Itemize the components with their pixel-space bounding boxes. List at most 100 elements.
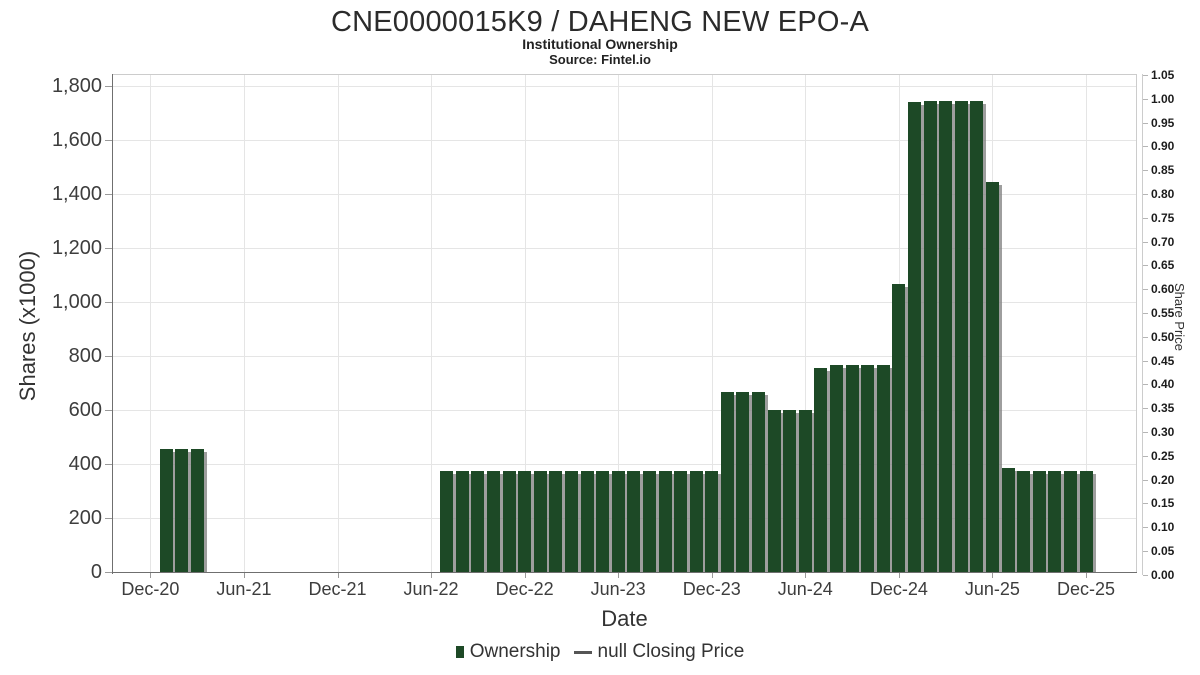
gridline-vertical (618, 75, 620, 572)
ownership-bar[interactable] (892, 283, 906, 572)
ownership-bar[interactable] (736, 392, 750, 572)
ownership-bar[interactable] (658, 470, 672, 572)
ownership-bar[interactable] (596, 470, 610, 572)
x-axis-tick-label: Dec-25 (1056, 579, 1115, 599)
left-axis-tick-label: 0 (90, 561, 102, 583)
ownership-bar[interactable] (830, 364, 843, 572)
x-axis-tick-label: Jun-24 (777, 579, 833, 599)
ownership-bar[interactable] (845, 364, 859, 572)
left-axis-tick (105, 356, 112, 357)
x-axis-tick (618, 573, 620, 578)
right-axis-tick (1143, 241, 1148, 243)
right-axis-tick (1143, 122, 1148, 124)
gridline-horizontal (113, 86, 1136, 87)
ownership-bar[interactable] (1032, 471, 1046, 572)
y-axis-title-share-price: Share Price (1172, 283, 1187, 351)
gridline-horizontal (113, 464, 1136, 465)
ownership-bar[interactable] (767, 410, 781, 572)
ownership-bar[interactable] (190, 449, 204, 572)
ownership-bar[interactable] (939, 100, 953, 572)
right-axis-tick-label: 0.15 (1151, 496, 1175, 511)
ownership-bar[interactable] (580, 470, 594, 572)
legend-item-ownership[interactable]: Ownership (455, 641, 561, 663)
ownership-bar[interactable] (549, 470, 563, 572)
right-axis-tick (1143, 336, 1148, 338)
ownership-bar[interactable] (440, 470, 454, 572)
left-axis-tick-label: 800 (68, 345, 102, 367)
x-axis-tick (431, 573, 433, 578)
ownership-bar[interactable] (471, 470, 485, 572)
ownership-bar[interactable] (814, 367, 828, 572)
ownership-bar[interactable] (1079, 471, 1093, 572)
left-axis-tick (105, 140, 112, 141)
right-axis-tick (1143, 455, 1148, 457)
ownership-bar[interactable] (1017, 471, 1031, 572)
ownership-bar[interactable] (455, 470, 469, 572)
right-axis-tick (1143, 384, 1148, 386)
ownership-bar[interactable] (908, 102, 921, 572)
ownership-bar[interactable] (674, 470, 688, 572)
left-axis-line (112, 74, 113, 574)
ownership-bar[interactable] (954, 100, 968, 572)
ownership-bar[interactable] (1001, 467, 1015, 572)
ownership-bar[interactable] (689, 470, 703, 572)
right-axis-tick-label: 0.75 (1151, 210, 1175, 225)
x-axis-tick (150, 573, 152, 578)
ownership-bar[interactable] (175, 449, 189, 572)
ownership-bar[interactable] (533, 470, 547, 572)
ownership-bar[interactable] (564, 470, 578, 572)
ownership-bar[interactable] (798, 410, 812, 572)
x-axis-tick-label: Dec-20 (121, 579, 180, 599)
right-axis-tick (1143, 75, 1148, 76)
left-axis-tick (105, 572, 112, 573)
ownership-bar[interactable] (985, 182, 999, 572)
ownership-bar[interactable] (486, 470, 500, 572)
x-axis-tick (898, 573, 900, 578)
x-axis-tick (524, 573, 526, 578)
gridline-vertical (337, 75, 339, 572)
ownership-bar[interactable] (642, 470, 656, 572)
x-axis-title-date: Date (601, 606, 648, 631)
x-axis-tick-label: Dec-23 (682, 579, 741, 599)
legend-label-closing-price: null Closing Price (597, 641, 745, 662)
right-axis-tick-label: 0.45 (1151, 353, 1175, 368)
right-axis-tick (1143, 170, 1148, 172)
ownership-bar[interactable] (720, 392, 734, 572)
legend-item-closing-price[interactable]: null Closing Price (573, 641, 745, 663)
ownership-bar[interactable] (752, 392, 765, 572)
y-axis-title-shares: Shares (x1000) (15, 250, 40, 402)
x-axis-tick-label: Jun-25 (964, 579, 1020, 599)
right-axis-tick-label: 0.90 (1151, 139, 1175, 154)
ownership-bar[interactable] (923, 100, 937, 572)
ownership-bar[interactable] (502, 470, 516, 572)
ownership-bar[interactable] (1048, 471, 1062, 572)
ownership-bar[interactable] (876, 364, 890, 572)
ownership-bar[interactable] (705, 470, 719, 572)
line-series-dash-icon (573, 650, 592, 654)
right-axis-tick (1143, 551, 1148, 552)
left-axis-tick-label: 600 (68, 399, 102, 421)
ownership-bar[interactable] (611, 470, 625, 572)
right-axis-tick (1143, 360, 1148, 362)
ownership-bar[interactable] (518, 470, 532, 572)
left-axis-tick (105, 464, 112, 465)
right-axis-tick-label: 0.10 (1151, 520, 1175, 535)
bar-series-swatch-icon (455, 646, 464, 658)
ownership-bar[interactable] (627, 470, 641, 572)
right-axis-tick-label: 0.25 (1151, 448, 1175, 463)
gridline-vertical (150, 75, 152, 572)
x-axis-tick (805, 573, 807, 578)
left-axis-tick-label: 1,600 (51, 129, 102, 151)
ownership-bar[interactable] (861, 364, 875, 572)
gridline-horizontal (113, 410, 1136, 411)
ownership-bar[interactable] (970, 100, 984, 572)
gridline-vertical (524, 75, 526, 572)
chart-subtitle: Institutional Ownership (522, 36, 678, 52)
ownership-bar[interactable] (1063, 471, 1077, 572)
left-axis-tick (105, 302, 112, 303)
right-axis-tick-label: 0.30 (1151, 425, 1175, 439)
ownership-bar[interactable] (159, 449, 173, 572)
left-axis-tick (105, 518, 112, 519)
ownership-bar[interactable] (783, 410, 797, 572)
